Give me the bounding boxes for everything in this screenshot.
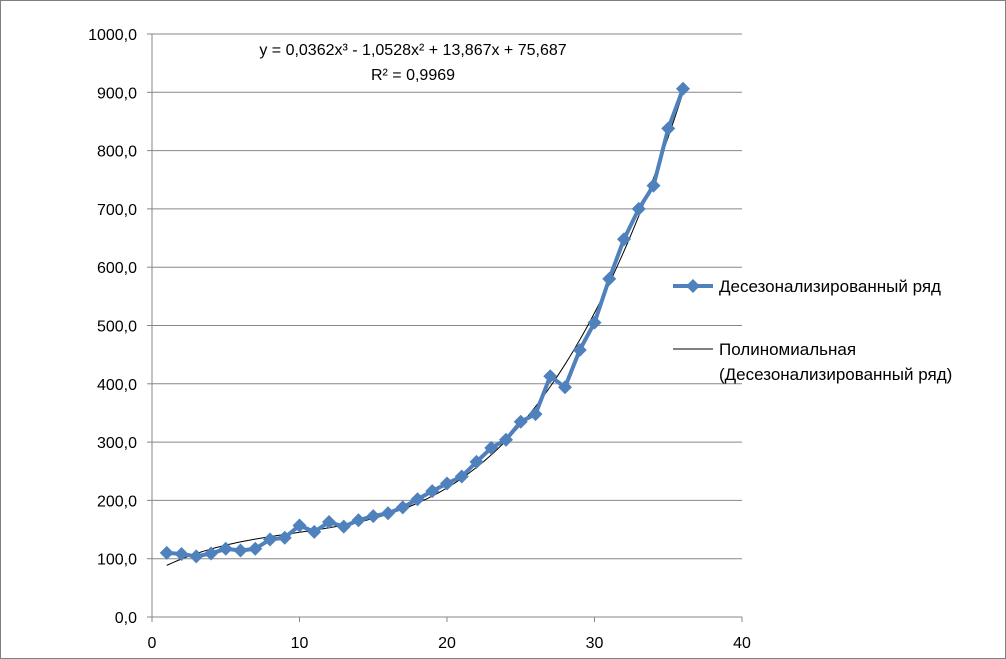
y-tick-label: 500,0 — [97, 319, 137, 336]
data-point-marker — [410, 492, 425, 507]
data-point-marker — [189, 549, 204, 564]
data-point-marker — [381, 506, 395, 521]
x-tick-label: 20 — [438, 635, 456, 652]
series-line-deseasonalized — [166, 88, 685, 559]
series-layer — [159, 81, 690, 564]
y-tick-label: 600,0 — [97, 260, 137, 277]
y-tick-label: 900,0 — [97, 85, 137, 102]
polynomial-trendline — [166, 92, 684, 566]
data-point-marker — [543, 369, 558, 384]
data-point-marker — [204, 546, 218, 561]
x-axis-tick-labels: 0 10 20 30 40 — [148, 635, 751, 652]
trendline-equation: y = 0,0362x³ - 1,0528x² + 13,867x + 75,6… — [259, 42, 566, 59]
data-point-marker — [528, 407, 543, 422]
data-point-marker — [395, 500, 410, 515]
y-tick-label: 1000,0 — [88, 27, 137, 44]
legend-series-label: Десезонализированный ряд — [719, 277, 941, 296]
data-point-marker — [322, 514, 336, 529]
data-point-marker — [602, 271, 617, 286]
y-tick-label: 800,0 — [97, 144, 137, 161]
data-point-marker — [218, 541, 233, 556]
legend-trendline-label: Полиномиальная — [719, 340, 856, 359]
data-point-marker — [484, 440, 499, 455]
data-point-marker — [676, 81, 690, 96]
data-point-marker — [499, 432, 513, 447]
y-tick-label: 300,0 — [97, 435, 137, 452]
data-point-marker — [631, 201, 646, 216]
data-point-marker — [292, 518, 307, 533]
data-point-marker — [351, 513, 366, 528]
data-point-marker — [159, 545, 174, 560]
legend-trendline-label-line2: (Десезонализированный ряд) — [719, 365, 952, 384]
axes — [147, 33, 743, 622]
data-point-marker — [513, 414, 528, 429]
data-point-marker — [587, 315, 602, 330]
y-tick-label: 400,0 — [97, 377, 137, 394]
data-point-marker — [440, 476, 454, 491]
data-point-marker — [277, 530, 292, 545]
y-tick-label: 200,0 — [97, 493, 137, 510]
legend-series-marker — [686, 279, 700, 293]
x-tick-label: 30 — [586, 635, 604, 652]
data-point-marker — [572, 342, 587, 357]
data-point-marker — [248, 541, 263, 556]
data-point-marker — [366, 509, 381, 524]
r-squared-label: R² = 0,9969 — [371, 67, 455, 84]
y-tick-label: 700,0 — [97, 202, 137, 219]
data-point-marker — [233, 543, 248, 558]
data-point-marker — [646, 178, 661, 193]
y-tick-label: 100,0 — [97, 552, 137, 569]
x-tick-label: 0 — [148, 635, 157, 652]
data-point-marker — [263, 532, 277, 547]
data-point-marker — [558, 380, 572, 395]
data-point-marker — [307, 524, 322, 539]
x-tick-label: 10 — [291, 635, 309, 652]
data-point-marker — [174, 547, 189, 562]
y-tick-label: 0,0 — [115, 610, 137, 627]
trendline-layer — [166, 92, 684, 566]
data-point-marker — [469, 454, 484, 469]
y-axis-tick-labels: 0,0 100,0 200,0 300,0 400,0 500,0 600,0 700,0 80… — [88, 27, 137, 627]
legend: Десезонализированный ряд Полиномиальная … — [673, 277, 952, 384]
data-point-marker — [425, 484, 440, 499]
data-point-marker — [336, 519, 351, 534]
data-point-marker — [661, 121, 676, 136]
data-point-marker — [454, 469, 469, 484]
x-tick-label: 40 — [733, 635, 751, 652]
data-point-marker — [617, 232, 631, 247]
